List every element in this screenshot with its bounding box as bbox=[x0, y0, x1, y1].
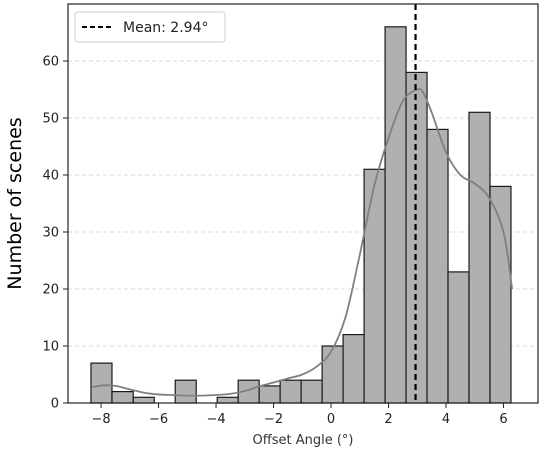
histogram-bars bbox=[90, 26, 512, 404]
x-tick-label: −4 bbox=[206, 412, 225, 427]
histogram-bar bbox=[279, 379, 302, 404]
x-axis-ticks: −8 −6 −4 −2 0 2 4 6 bbox=[91, 403, 508, 427]
histogram-bar bbox=[111, 391, 134, 404]
y-tick-label: 0 bbox=[51, 397, 59, 412]
kde-curve-group bbox=[92, 87, 514, 397]
x-tick-label: 2 bbox=[384, 412, 392, 427]
y-axis-ticks: 0 10 20 30 40 50 60 bbox=[42, 55, 68, 412]
histogram-bar bbox=[321, 345, 344, 404]
grid-lines bbox=[68, 60, 538, 347]
legend: Mean: 2.94° bbox=[74, 11, 226, 43]
histogram-bar bbox=[363, 168, 386, 404]
histogram-bar bbox=[384, 26, 407, 404]
histogram-bar bbox=[258, 385, 281, 404]
x-tick-label: 6 bbox=[499, 412, 507, 427]
y-tick-label: 10 bbox=[42, 340, 59, 355]
histogram-bar bbox=[90, 362, 113, 404]
x-tick-label: 4 bbox=[442, 412, 450, 427]
x-axis-title: Offset Angle (°) bbox=[253, 433, 354, 448]
x-tick-label: −2 bbox=[264, 412, 283, 427]
y-tick-label: 20 bbox=[42, 283, 59, 298]
y-axis-title: Number of scenes bbox=[4, 117, 26, 289]
y-tick-label: 50 bbox=[42, 112, 59, 127]
histogram-bar bbox=[174, 379, 197, 404]
x-tick-label: −6 bbox=[149, 412, 168, 427]
histogram-bar bbox=[132, 396, 155, 404]
histogram-bar bbox=[300, 379, 323, 404]
legend-box bbox=[74, 11, 226, 43]
legend-label-mean: Mean: 2.94° bbox=[123, 20, 208, 36]
histogram-bar bbox=[426, 128, 449, 404]
histogram-bar bbox=[342, 334, 365, 404]
y-tick-label: 30 bbox=[42, 226, 59, 241]
histogram-bar bbox=[216, 396, 239, 404]
x-tick-label: −8 bbox=[91, 412, 110, 427]
histogram-bar bbox=[447, 271, 470, 404]
y-tick-label: 60 bbox=[42, 55, 59, 70]
plot-frame bbox=[67, 3, 539, 404]
y-tick-label: 40 bbox=[42, 169, 59, 184]
histogram-bar bbox=[468, 111, 491, 404]
histogram-bar bbox=[489, 185, 512, 404]
x-tick-label: 0 bbox=[327, 412, 335, 427]
kde-curve bbox=[92, 87, 514, 397]
